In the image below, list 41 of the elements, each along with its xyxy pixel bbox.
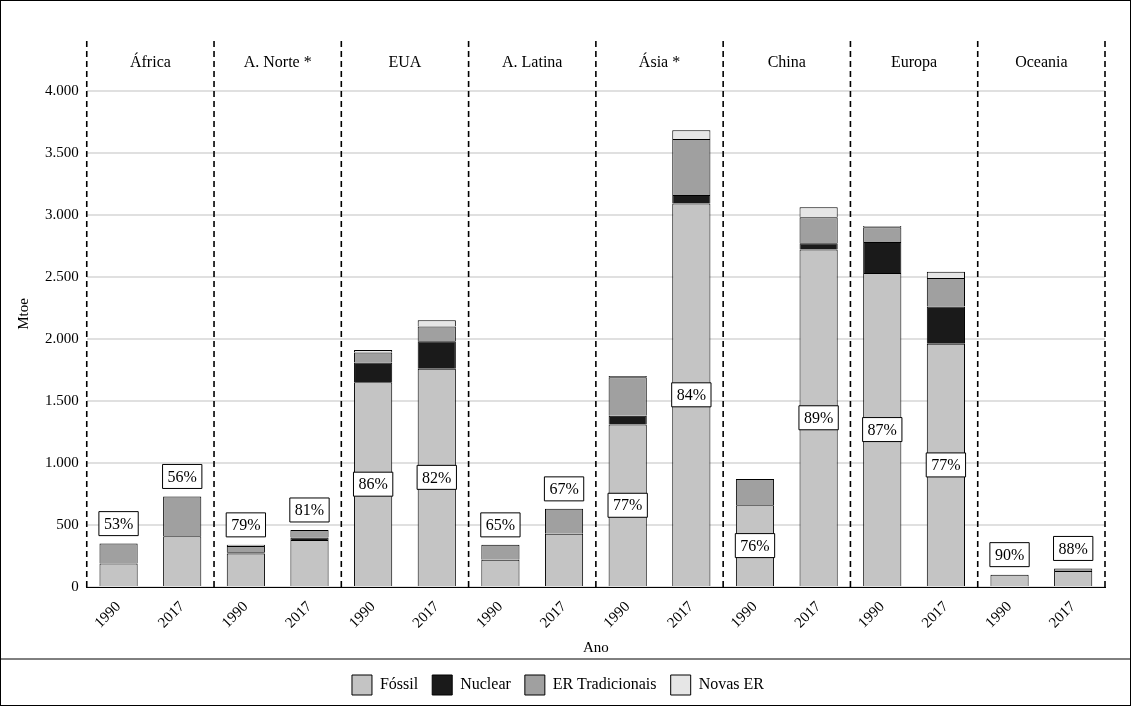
annotation: China	[767, 53, 806, 71]
legend-label: Novas ER	[698, 675, 765, 693]
annotation: 90%	[994, 545, 1025, 563]
y-tick-label: 3.000	[45, 205, 79, 222]
y-tick-label: 1.500	[45, 391, 79, 408]
annotation: Oceania	[1015, 53, 1068, 71]
y-tick-label: 1.000	[45, 453, 79, 470]
legend-label: Fóssil	[379, 675, 419, 693]
annotation: 56%	[167, 467, 197, 485]
annotation: A. Latina	[502, 53, 563, 71]
annotation: Europa	[890, 53, 938, 72]
y-tick-label: 2.000	[45, 329, 79, 346]
y-tick-label: 0	[71, 578, 79, 594]
annotation: 67%	[549, 480, 579, 498]
annotation: 77%	[613, 496, 643, 514]
x-tick-label: 1990	[472, 598, 506, 631]
x-axis-title: Ano	[582, 638, 609, 655]
annotation: 86%	[358, 475, 388, 493]
annotation: 53%	[103, 514, 134, 532]
annotation: A. Norte *	[243, 53, 312, 71]
annotation: EUA	[388, 53, 422, 71]
annotation: 65%	[485, 516, 516, 534]
annotation: 82%	[422, 468, 452, 486]
y-tick-label: 4.000	[45, 81, 79, 98]
y-tick-label: 500	[56, 515, 79, 532]
annotation: 88%	[1058, 539, 1088, 557]
y-axis-title: Mtoe	[14, 297, 31, 330]
annotation: 77%	[931, 456, 961, 474]
y-tick-label: 3.500	[45, 143, 79, 160]
y-tick-label: 2.500	[45, 267, 79, 284]
annotation: 89%	[803, 408, 834, 426]
x-tick-label: 1990	[981, 598, 1015, 631]
annotation: 87%	[867, 420, 897, 438]
annotation: 79%	[231, 516, 261, 534]
annotation: 81%	[294, 501, 325, 519]
legend-label: Nuclear	[460, 675, 512, 693]
annotation: 76%	[740, 536, 770, 554]
legend-label: ER Tradicionais	[552, 675, 657, 693]
annotation: 84%	[676, 386, 706, 404]
annotation: África	[129, 52, 171, 71]
annotation: Ásia *	[638, 52, 681, 71]
